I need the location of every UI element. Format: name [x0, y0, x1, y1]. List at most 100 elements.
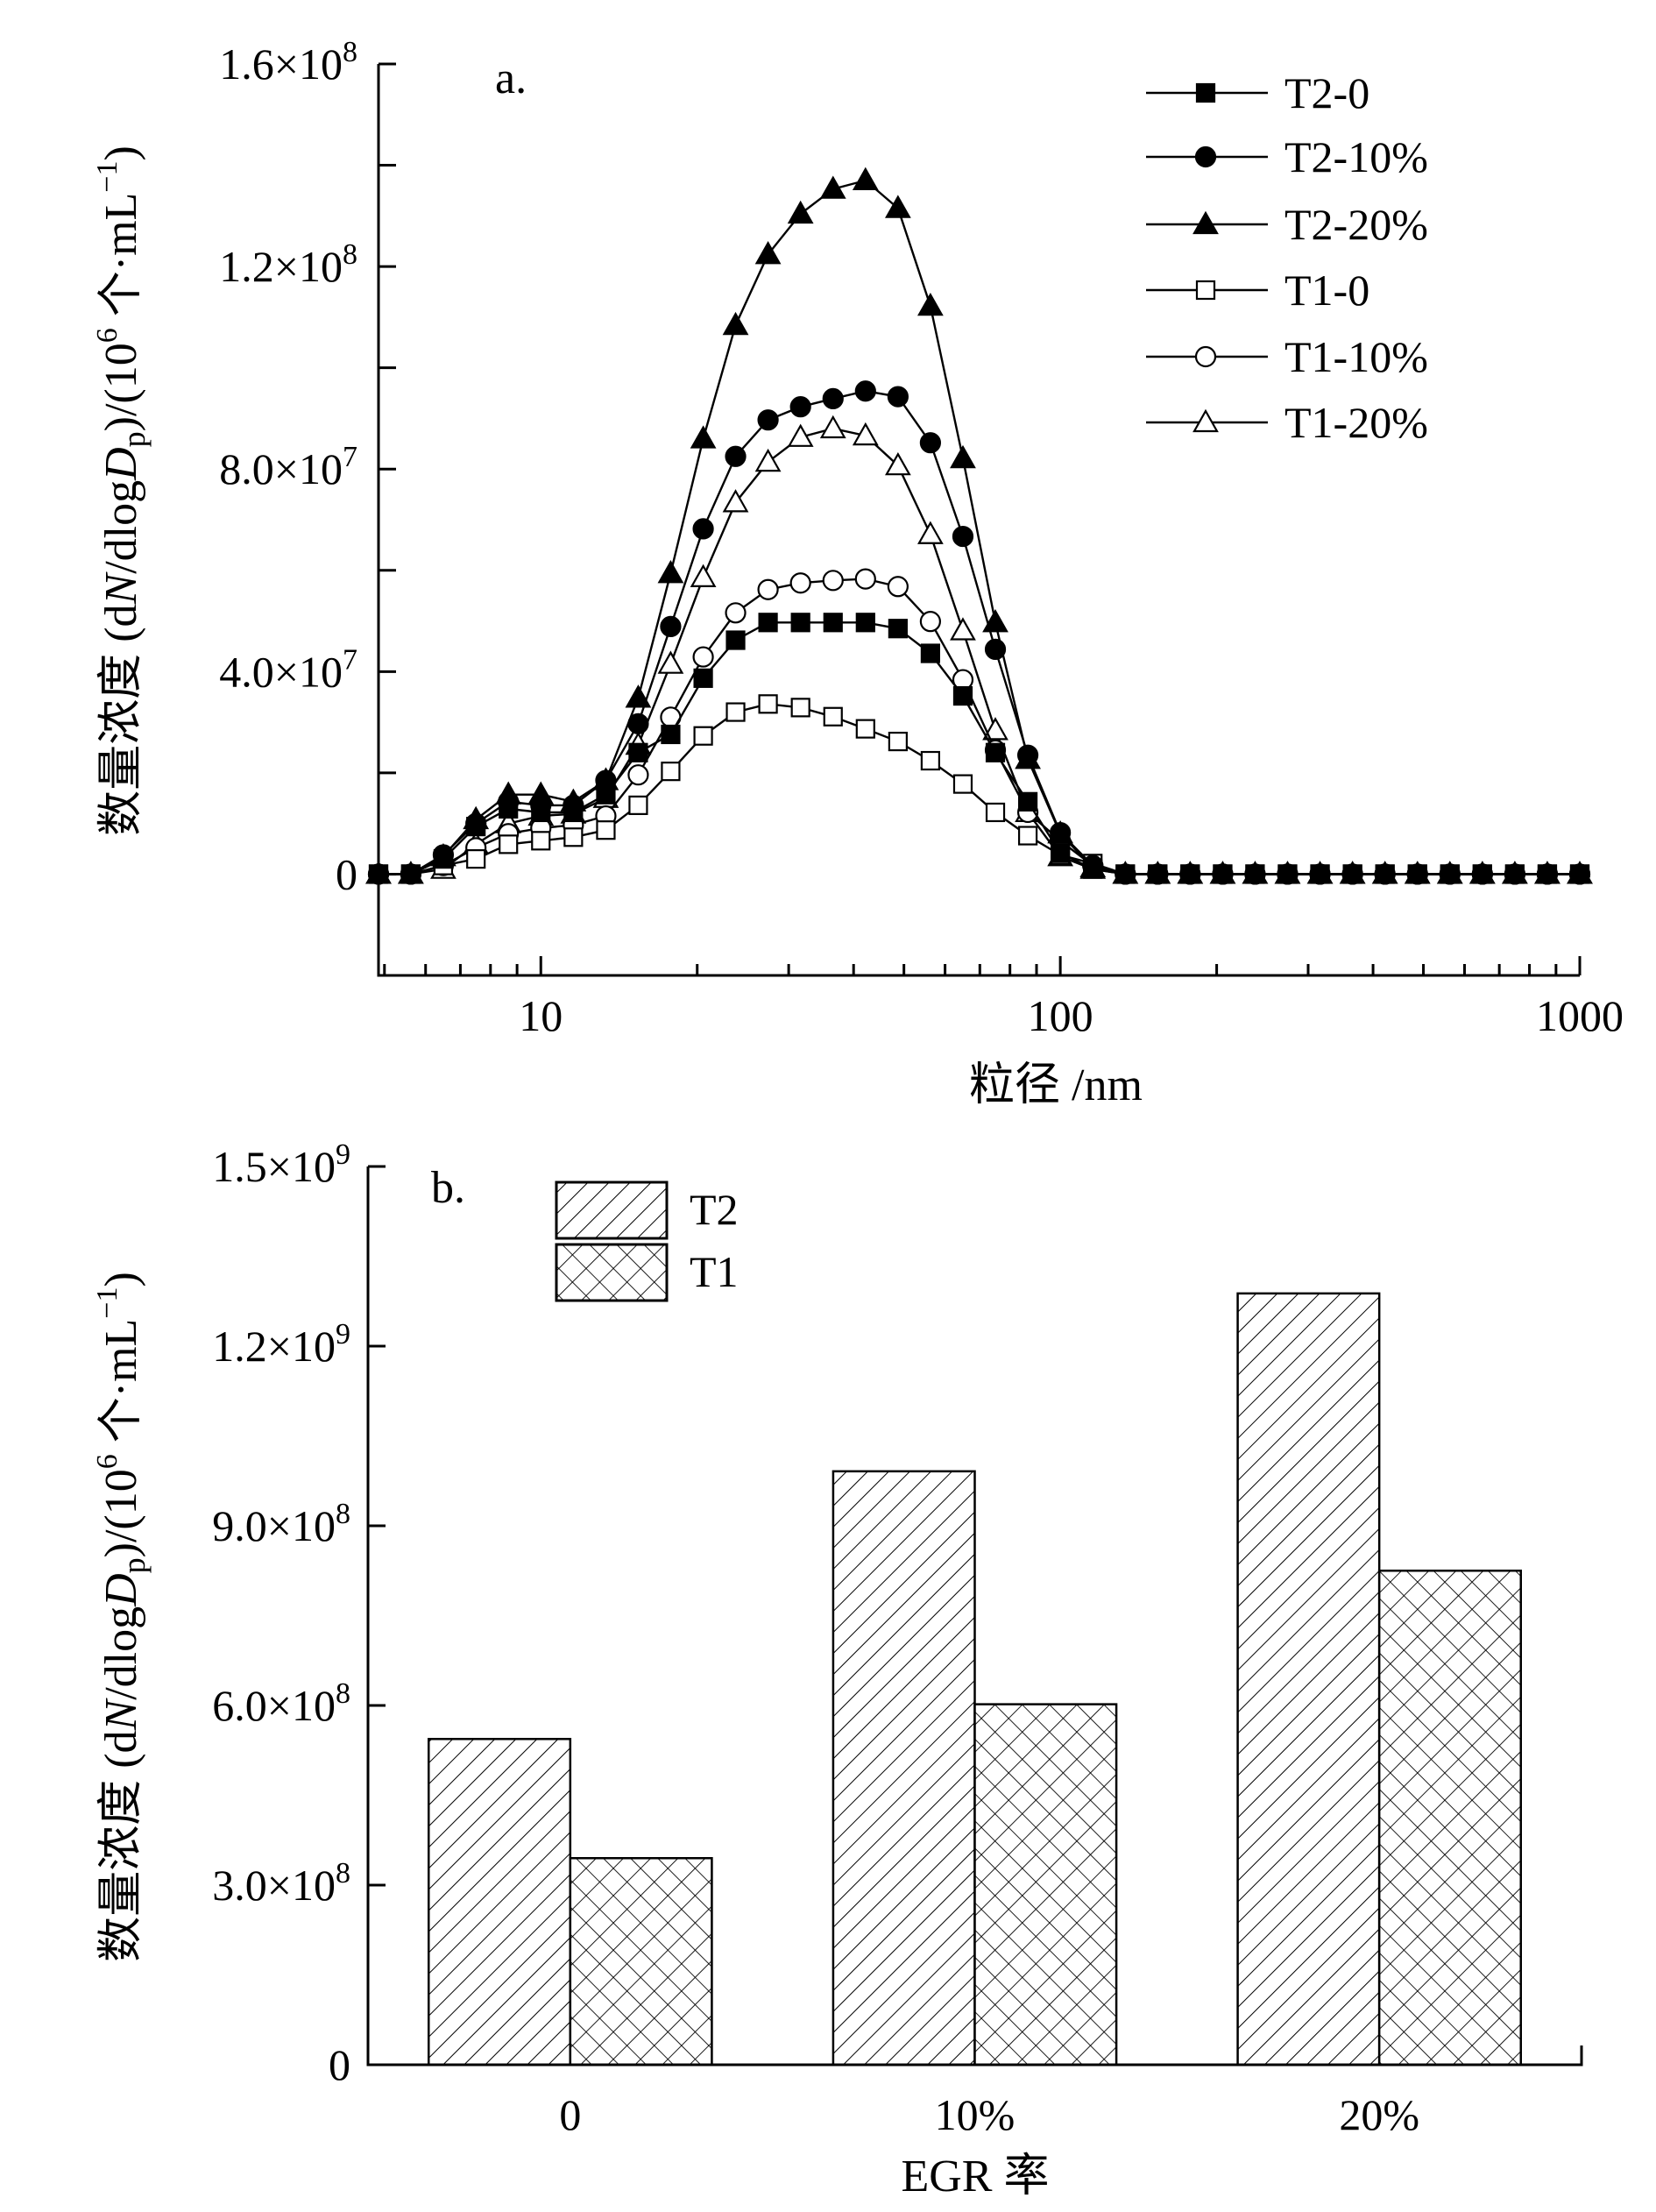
panel-a-y-axis-title: 数量浓度 (dN/dlogDp)/(106 个·mL−1) [91, 145, 152, 836]
series-line-t1-0 [379, 703, 1580, 876]
data-point-t2-0 [888, 619, 908, 639]
data-point-t2-20pct [917, 292, 944, 316]
series-t2-10pct [367, 380, 1591, 885]
panel-a-line-chart: 1.6×108 1.2×108 8.0×107 4.0×107 0 10 100 1000 T… [91, 36, 1624, 1110]
legend-marker [1192, 210, 1219, 235]
x-tick-label: 20% [1339, 2090, 1419, 2139]
data-point-t2-0 [1051, 843, 1071, 863]
data-point-t1-0 [693, 726, 713, 746]
panel-b-bar-chart: 1.5×109 1.2×109 9.0×108 6.0×108 3.0×108 0 0 10%… [91, 1138, 1583, 2201]
data-point-t2-0 [725, 630, 746, 650]
x-tick-label: 1000 [1536, 991, 1624, 1040]
data-point-t2-10pct [919, 432, 941, 454]
y-tick-label: 8.0×107 [219, 441, 357, 493]
series-line-t1-20pct [379, 427, 1580, 876]
legend-label: T1-10% [1284, 332, 1428, 381]
legend-label: T2 [690, 1185, 739, 1234]
series-line-t2-0 [379, 621, 1580, 876]
x-tick-label: 10 [519, 991, 563, 1040]
data-point-t1-20pct [690, 564, 717, 587]
data-point-t1-10pct [692, 646, 714, 668]
series-line-t2-20pct [379, 179, 1580, 876]
x-tick-label: 0 [559, 2090, 581, 2139]
data-point-t2-10pct [660, 615, 682, 638]
series-line-t1-10pct [379, 578, 1580, 876]
data-point-t1-10pct [789, 572, 811, 594]
data-point-t2-0 [1017, 791, 1038, 812]
data-point-t2-20pct [625, 684, 652, 708]
data-point-t2-0 [693, 668, 713, 688]
data-point-t2-20pct [852, 167, 879, 190]
data-point-t1-20pct [852, 422, 879, 446]
legend-label: T2-20% [1284, 200, 1428, 249]
data-point-t1-0 [1017, 826, 1038, 846]
data-point-t1-0 [790, 698, 810, 718]
legend-marker [1195, 82, 1216, 103]
legend-item-t1-0: T1-0 [1146, 266, 1369, 315]
series-line-t2-10pct [379, 389, 1580, 876]
legend-item-t2-20pct: T2-20% [1146, 200, 1428, 249]
legend-marker [1195, 280, 1216, 301]
data-point-t1-10pct [854, 568, 876, 590]
data-point-t2-0 [985, 742, 1006, 762]
data-point-t2-20pct [787, 200, 814, 224]
data-point-t1-0 [596, 820, 616, 840]
legend-swatch [555, 1243, 669, 1302]
data-point-t2-20pct [819, 175, 846, 199]
y-tick-label: 1.2×109 [212, 1318, 350, 1371]
data-point-t1-10pct [725, 602, 747, 624]
legend-label: T1-20% [1284, 398, 1428, 447]
legend-item-t1-10pct: T1-10% [1146, 332, 1428, 381]
panel-b-axis-lines [366, 1166, 1583, 2067]
data-point-t2-0 [628, 742, 648, 762]
data-point-t1-0 [531, 831, 551, 851]
data-point-t2-0 [596, 784, 616, 805]
x-tick-label: 100 [1028, 991, 1093, 1040]
series-t2-0 [368, 613, 1590, 884]
data-point-t2-20pct [657, 560, 684, 584]
y-tick-label: 1.5×109 [212, 1138, 350, 1191]
data-point-t1-0 [725, 702, 746, 722]
data-point-t2-0 [466, 817, 486, 837]
legend-marker [1192, 408, 1219, 433]
data-point-t2-10pct [789, 396, 811, 418]
y-tick-label: 0 [336, 849, 357, 898]
data-point-t2-20pct [690, 425, 717, 449]
data-point-t2-0 [790, 613, 810, 633]
data-point-t1-20pct [754, 448, 782, 472]
legend-marker [1194, 145, 1217, 168]
panel-a-series [365, 167, 1593, 885]
data-point-t2-0 [1277, 864, 1298, 884]
data-point-t2-0 [1180, 864, 1200, 884]
data-point-t1-20pct [982, 717, 1008, 741]
data-point-t1-10pct [627, 764, 649, 786]
data-point-t2-20pct [884, 195, 911, 218]
y-tick-label: 6.0×108 [212, 1677, 350, 1730]
data-point-t2-0 [1407, 864, 1427, 884]
data-point-t1-20pct [722, 489, 749, 513]
data-point-t2-0 [433, 849, 454, 869]
legend-item-t1-20pct: T1-20% [1146, 398, 1428, 447]
data-point-t2-0 [952, 685, 973, 706]
bar-t1-20pct [1377, 1570, 1522, 2067]
data-point-t2-0 [563, 802, 584, 823]
data-point-t2-0 [1342, 864, 1362, 884]
bar-t2-10pct [832, 1470, 976, 2067]
y-tick-label: 9.0×108 [212, 1498, 350, 1550]
bar-t2-0 [428, 1738, 572, 2067]
data-point-t1-0 [563, 827, 584, 847]
data-point-t2-0 [1504, 864, 1525, 884]
data-point-t1-20pct [917, 521, 944, 544]
data-point-t2-0 [1245, 864, 1265, 884]
data-point-t2-0 [758, 613, 778, 633]
panel-a-legend: T2-0 T2-10% T2-20% T1-0 T1-10% T1-20% [1146, 68, 1428, 447]
data-point-t2-0 [1310, 864, 1330, 884]
data-point-t2-10pct [757, 409, 779, 431]
data-point-t2-20pct [754, 241, 782, 265]
y-tick-label: 0 [329, 2040, 350, 2089]
panel-a-label: a. [495, 53, 527, 103]
data-point-t1-0 [823, 706, 843, 727]
data-point-t2-0 [661, 724, 681, 745]
data-point-t2-10pct [854, 380, 876, 402]
